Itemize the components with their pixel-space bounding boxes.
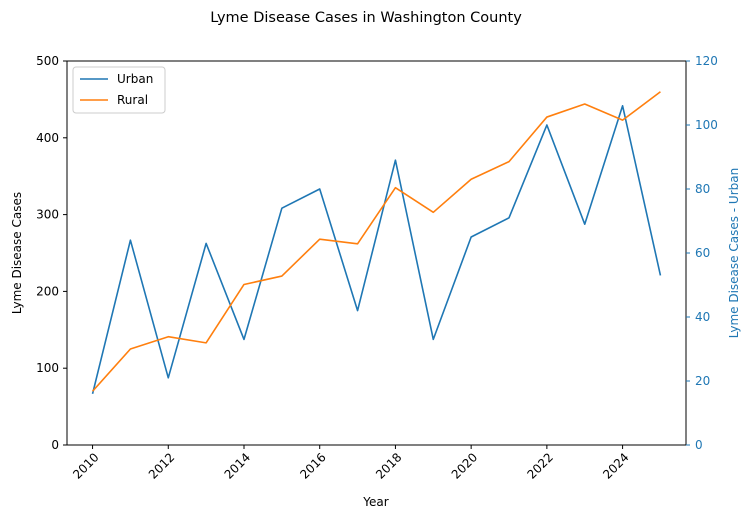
series-line-rural bbox=[91, 91, 661, 392]
x-tick-label: 2022 bbox=[524, 450, 555, 481]
right-tick-label: 0 bbox=[695, 438, 703, 452]
right-tick-label: 100 bbox=[695, 118, 718, 132]
left-tick-label: 500 bbox=[36, 54, 59, 68]
right-axis-label: Lyme Disease Cases - Urban bbox=[727, 168, 741, 338]
series-line-urban bbox=[91, 105, 662, 394]
x-axis-label: Year bbox=[362, 495, 388, 509]
left-axis-ticks: 0 100 200 300 400 500 bbox=[36, 54, 67, 452]
left-axis-label: Lyme Disease Cases bbox=[10, 192, 24, 314]
x-tick-label: 2010 bbox=[70, 450, 101, 481]
x-tick-label: 2016 bbox=[297, 450, 328, 481]
right-tick-label: 40 bbox=[695, 310, 710, 324]
legend-label-urban: Urban bbox=[117, 72, 153, 86]
right-axis-ticks: 0 20 40 60 80 100 120 bbox=[686, 54, 718, 452]
x-tick-label: 2020 bbox=[449, 450, 480, 481]
x-axis-ticks: 2010 2012 2014 2016 2018 2020 2022 2024 bbox=[70, 445, 632, 482]
left-tick-label: 0 bbox=[51, 438, 59, 452]
left-tick-label: 100 bbox=[36, 361, 59, 375]
legend: Urban Rural bbox=[72, 66, 166, 114]
right-tick-label: 80 bbox=[695, 182, 710, 196]
right-tick-label: 20 bbox=[695, 374, 710, 388]
axes-frame bbox=[66, 60, 687, 446]
left-tick-label: 200 bbox=[36, 284, 59, 298]
left-tick-label: 400 bbox=[36, 131, 59, 145]
right-tick-label: 60 bbox=[695, 246, 710, 260]
x-tick-label: 2012 bbox=[146, 450, 177, 481]
x-tick-label: 2024 bbox=[600, 450, 631, 481]
left-tick-label: 300 bbox=[36, 208, 59, 222]
right-tick-label: 120 bbox=[695, 54, 718, 68]
series-layer bbox=[91, 91, 662, 394]
chart-title: Lyme Disease Cases in Washington County bbox=[210, 10, 522, 26]
x-tick-label: 2014 bbox=[222, 450, 253, 481]
legend-label-rural: Rural bbox=[117, 93, 148, 107]
x-tick-label: 2018 bbox=[373, 450, 404, 481]
